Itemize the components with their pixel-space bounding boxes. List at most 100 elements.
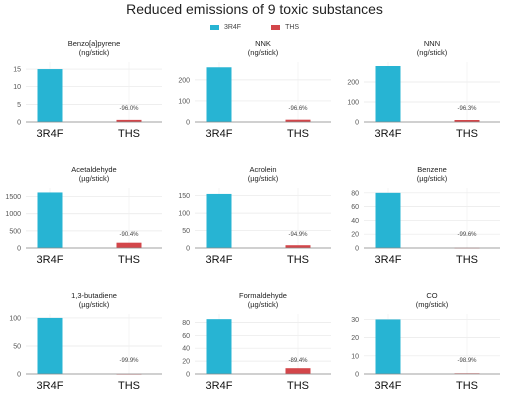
y-tick-label: 20	[351, 335, 359, 342]
bar-3r4f	[206, 67, 232, 122]
x-category-label: THS	[456, 128, 478, 140]
y-tick-label: 150	[178, 193, 190, 200]
x-category-label: 3R4F	[206, 254, 233, 266]
legend-swatch-ths	[271, 24, 281, 30]
chart-panel: Acetaldehyde (µg/stick) 0 500 1000 1500 -90.4%…	[4, 162, 169, 282]
panel-title-line: 1,3-butadiene	[71, 291, 117, 300]
x-category-label: THS	[118, 128, 140, 140]
y-tick-label: 10	[13, 84, 21, 91]
y-tick-label: 0	[17, 120, 21, 127]
y-tick-label: 200	[178, 77, 190, 84]
x-category-label: THS	[118, 380, 140, 392]
x-category-label: 3R4F	[375, 254, 402, 266]
bar-3r4f	[37, 317, 63, 374]
panel-title-line: (ng/stick)	[79, 48, 110, 57]
chart-title: Reduced emissions of 9 toxic substances	[126, 1, 383, 17]
y-tick-label: 20	[351, 232, 359, 239]
chart-svg: Acrolein(µg/stick) 0 50 100 150 -94.9% 3R4F THS	[178, 165, 331, 266]
chart-panel: Formaldehyde (µg/stick) 0 20 40 60 80 -89.4% 3R4…	[173, 288, 338, 408]
chart-svg: 1,3-butadiene(µg/stick) 0 50 100 -99.9% 3R4F T…	[9, 291, 162, 392]
bar-ths	[285, 368, 311, 374]
chart-svg: NNK(ng/stick) 0 100 200 -96.6% 3R4F THS	[178, 39, 331, 140]
reduction-label: -98.9%	[457, 358, 477, 364]
panel-title-line: (ng/stick)	[417, 48, 448, 57]
y-tick-label: 0	[186, 372, 190, 379]
bar-3r4f	[37, 192, 63, 248]
x-category-label: THS	[287, 254, 309, 266]
x-category-label: 3R4F	[375, 380, 402, 392]
y-tick-label: 50	[13, 343, 21, 350]
panel-title-line: Benzo[a]pyrene	[68, 39, 121, 48]
panel-title-line: Benzene	[417, 165, 447, 174]
y-tick-label: 0	[355, 246, 359, 253]
bar-3r4f	[206, 319, 232, 374]
panel-title-line: (µg/stick)	[417, 174, 448, 183]
x-category-label: 3R4F	[37, 128, 64, 140]
x-category-label: 3R4F	[206, 380, 233, 392]
y-tick-label: 1500	[5, 194, 21, 201]
chart-svg: NNN(ng/stick) 0 100 200 -96.3% 3R4F THS	[347, 39, 500, 140]
reduction-label: -96.0%	[119, 106, 139, 112]
y-tick-label: 100	[347, 100, 359, 107]
x-category-label: 3R4F	[37, 254, 64, 266]
bar-3r4f	[375, 192, 401, 248]
x-category-label: THS	[287, 380, 309, 392]
x-category-label: THS	[456, 380, 478, 392]
chart-panel: NNN (ng/stick) 0 100 200 -96.3% 3R4F THS	[342, 36, 507, 156]
y-tick-label: 0	[186, 246, 190, 253]
y-tick-label: 0	[186, 120, 190, 127]
bar-ths	[116, 119, 142, 122]
panel-title-line: (µg/stick)	[248, 300, 279, 309]
legend-swatch-3r4f	[209, 24, 219, 30]
y-tick-label: 0	[17, 372, 21, 379]
y-tick-label: 80	[182, 320, 190, 327]
bar-ths	[285, 245, 311, 248]
legend-entry-3r4f: 3R4F	[209, 23, 242, 31]
panel-title-line: (mg/stick)	[416, 300, 449, 309]
y-tick-label: 10	[351, 353, 359, 360]
bar-3r4f	[375, 66, 401, 122]
y-tick-label: 15	[13, 67, 21, 74]
panel-title-line: NNK	[255, 39, 271, 48]
y-tick-label: 60	[351, 204, 359, 211]
chart-svg: Formaldehyde(µg/stick) 0 20 40 60 80 -89.4% 3R4…	[182, 291, 331, 392]
reduction-label: -94.9%	[288, 232, 308, 238]
reduction-label: -96.6%	[288, 106, 308, 112]
chart-panel: Acrolein (µg/stick) 0 50 100 150 -94.9% 3R4F THS	[173, 162, 338, 282]
chart-panel: NNK (ng/stick) 0 100 200 -96.6% 3R4F THS	[173, 36, 338, 156]
bar-ths	[116, 242, 142, 248]
chart-svg: Acetaldehyde(µg/stick) 0 500 1000 1500 -90.4%…	[5, 165, 162, 266]
legend-label-3r4f: 3R4F	[223, 23, 242, 31]
chart-panel: Benzo[a]pyrene (ng/stick) 0 5 10 15 -96.0% 3R4F…	[4, 36, 169, 156]
y-tick-label: 100	[178, 98, 190, 105]
panel-title-line: (µg/stick)	[79, 174, 110, 183]
legend: 3R4F THS	[0, 21, 509, 33]
bar-3r4f	[206, 193, 232, 248]
panel-title-line: (µg/stick)	[79, 300, 110, 309]
reduction-label: -96.3%	[457, 106, 477, 112]
panel-title-line: CO	[426, 291, 437, 300]
chart-panel: Benzene (µg/stick) 0 20 40 60 80 -99.6% 3R4F THS	[342, 162, 507, 282]
panel-title-line: Formaldehyde	[239, 291, 287, 300]
y-tick-label: 60	[182, 333, 190, 340]
bar-ths	[285, 119, 311, 122]
panel-title-line: (ng/stick)	[248, 48, 279, 57]
chart-svg: CO(mg/stick) 0 10 20 30 -98.9% 3R4F THS	[351, 291, 500, 392]
y-tick-label: 30	[351, 317, 359, 324]
y-tick-label: 40	[351, 218, 359, 225]
chart-panel: CO (mg/stick) 0 10 20 30 -98.9% 3R4F THS	[342, 288, 507, 408]
chart-panel: 1,3-butadiene (µg/stick) 0 50 100 -99.9% 3R4F T…	[4, 288, 169, 408]
y-tick-label: 20	[182, 359, 190, 366]
reduction-label: -90.4%	[119, 232, 139, 238]
panel-title-line: Acetaldehyde	[71, 165, 116, 174]
panel-title-line: (µg/stick)	[248, 174, 279, 183]
x-category-label: THS	[118, 254, 140, 266]
reduction-label: -99.9%	[119, 358, 139, 364]
y-tick-label: 1000	[5, 211, 21, 218]
legend-label-ths: THS	[285, 23, 300, 31]
y-tick-label: 100	[178, 211, 190, 218]
x-category-label: 3R4F	[206, 128, 233, 140]
y-tick-label: 80	[351, 190, 359, 197]
bar-3r4f	[37, 69, 63, 122]
panel-title-line: NNN	[424, 39, 440, 48]
